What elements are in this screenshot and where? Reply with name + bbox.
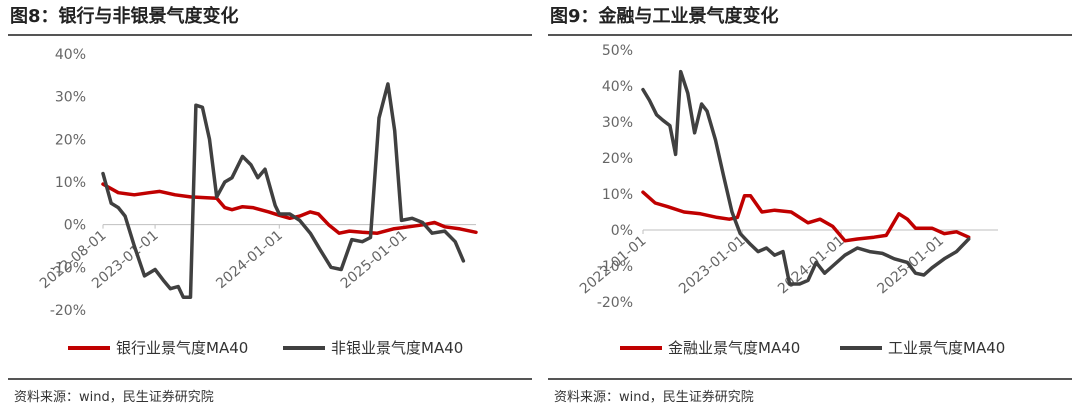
y-tick-label: 40% <box>602 79 633 95</box>
y-tick-label: 0% <box>611 223 633 239</box>
y-tick-label: 50% <box>602 43 633 59</box>
y-tick-label: 10% <box>602 187 633 203</box>
x-tick-label: 2022-01-01 <box>577 233 650 298</box>
source-note: 资料来源：wind，民生证券研究院 <box>554 390 754 405</box>
y-tick-label: 20% <box>55 132 86 148</box>
x-tick-label: 2024-01-01 <box>213 227 286 292</box>
y-tick-label: 10% <box>55 175 86 191</box>
line-chart-bank-nonbank: 40%30%20%10%0%-10%-20%2022-08-012023-01-… <box>37 47 478 357</box>
chart-title: 图8：银行与非银景气度变化 <box>10 6 239 27</box>
y-tick-label: 30% <box>55 90 86 106</box>
y-tick-label: -20% <box>50 303 86 319</box>
chart-title: 图9：金融与工业景气度变化 <box>550 6 779 27</box>
x-tick-label: 2025-01-01 <box>338 227 411 292</box>
y-tick-label: 0% <box>64 218 86 234</box>
y-tick-label: -10% <box>50 260 86 276</box>
bottom-rule <box>548 378 1072 380</box>
line-chart-finance-industry: 50% 40% 30% 20% 10% 0% -10% -20%2022-01-01 2023-… <box>577 43 1005 357</box>
y-tick-label: 20% <box>602 151 633 167</box>
series-line-2 <box>101 82 466 299</box>
legend-label: 工业景气度MA40 <box>888 339 1005 357</box>
series-line-1 <box>101 182 478 235</box>
legend-label: 银行业景气度MA40 <box>116 339 248 357</box>
legend-label: 非银业景气度MA40 <box>331 339 463 357</box>
series-line-2 <box>641 69 971 286</box>
x-tick-label: 2023-01-01 <box>676 233 749 298</box>
top-rule <box>8 34 532 36</box>
top-rule <box>548 34 1072 36</box>
source-note: 资料来源：wind，民生证券研究院 <box>14 390 214 405</box>
bottom-rule <box>8 378 532 380</box>
series-line-1 <box>641 190 971 243</box>
y-tick-label: -20% <box>597 295 633 311</box>
y-tick-label: 30% <box>602 115 633 131</box>
y-tick-label: 40% <box>55 47 86 63</box>
chart-panel-fig9: 图9：金融与工业景气度变化 50% 40% 30% 20% 10% 0% -10% -20% 2… <box>548 0 1078 413</box>
y-tick-label: -10% <box>597 259 633 275</box>
legend-label: 金融业景气度MA40 <box>668 339 800 357</box>
chart-panel-fig8: 图8：银行与非银景气度变化 40% 30% 20% 10% 0% -10% -20% 2022… <box>8 0 538 413</box>
